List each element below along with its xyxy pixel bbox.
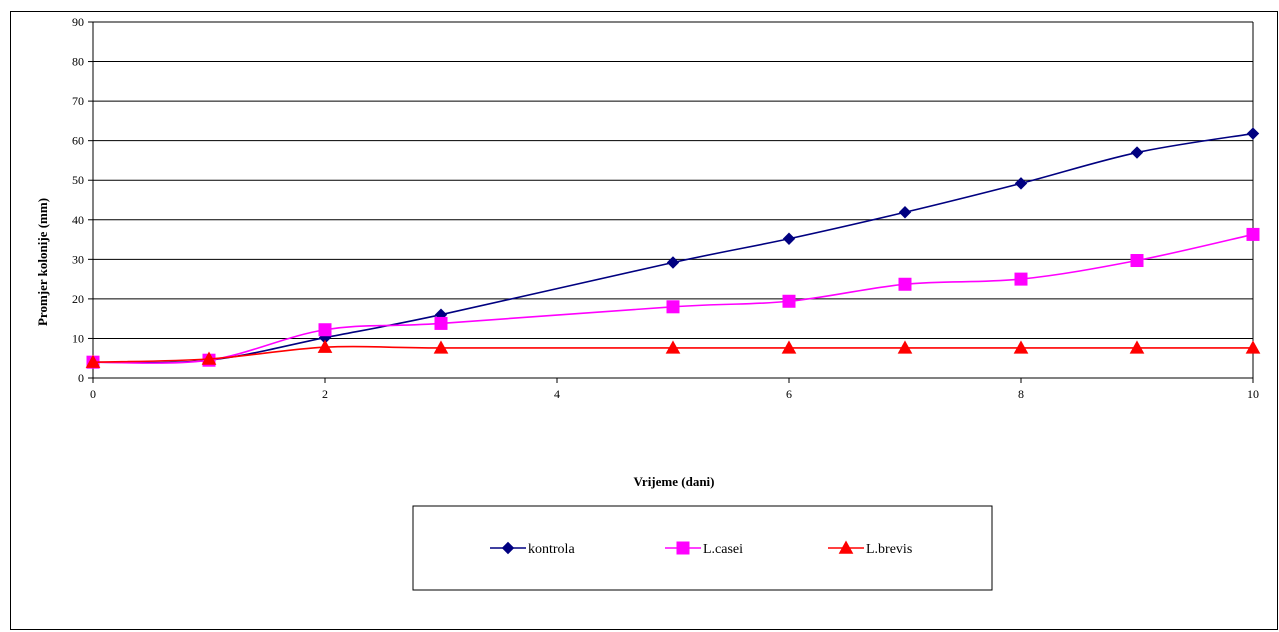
x-tick-label: 10 — [1247, 387, 1259, 401]
axes — [88, 21, 1254, 383]
y-tick-label: 70 — [72, 94, 84, 108]
x-tick-label: 4 — [554, 387, 560, 401]
legend-label: L.brevis — [866, 542, 912, 557]
series-l-casei — [86, 227, 1260, 369]
x-tick-label: 2 — [322, 387, 328, 401]
legend-marker-l-brevis — [838, 540, 854, 554]
data-point-l-casei — [434, 316, 448, 330]
data-point-l-casei — [898, 277, 912, 291]
data-point-kontrola — [1246, 127, 1260, 140]
y-axis-label: Promjer kolonije (mm) — [35, 198, 50, 326]
legend-marker-l-casei — [676, 541, 690, 555]
series-l-brevis — [85, 339, 1261, 368]
x-tick-label: 0 — [90, 387, 96, 401]
gridlines — [93, 21, 1253, 339]
series-line-l-brevis — [92, 345, 1253, 363]
data-point-l-brevis — [201, 351, 217, 365]
chart-frame — [10, 11, 1278, 630]
series-line-kontrola — [92, 132, 1254, 364]
y-tick-label: 30 — [72, 252, 84, 266]
y-tick-label: 0 — [78, 371, 84, 385]
x-axis-label: Vrijeme (dani) — [634, 474, 715, 489]
data-point-kontrola — [898, 206, 912, 219]
x-tick-label: 6 — [786, 387, 792, 401]
data-point-kontrola — [1014, 177, 1028, 190]
data-point-l-brevis — [1013, 340, 1029, 354]
x-tick-labels: 0 2 4 6 8 10 — [90, 387, 1259, 401]
data-point-l-casei — [1246, 227, 1260, 241]
data-point-l-brevis — [1129, 340, 1145, 354]
legend-marker-kontrola — [501, 541, 515, 555]
y-tick-labels: 0 10 20 30 40 50 60 70 80 90 — [72, 15, 84, 385]
y-tick-label: 60 — [72, 134, 84, 148]
series-kontrola — [86, 127, 1260, 369]
y-tick-label: 10 — [72, 331, 84, 345]
legend-item-l-brevis: L.brevis — [828, 540, 912, 557]
data-point-l-casei — [666, 300, 680, 314]
data-point-l-casei — [1014, 272, 1028, 286]
data-point-l-brevis — [1245, 340, 1261, 354]
legend-item-l-casei: L.casei — [665, 541, 743, 557]
data-point-l-brevis — [665, 340, 681, 354]
data-point-l-casei — [782, 294, 796, 308]
data-point-kontrola — [782, 232, 796, 245]
data-point-l-brevis — [897, 340, 913, 354]
data-point-l-brevis — [85, 354, 101, 368]
legend: kontrola L.casei L.brevis — [412, 505, 993, 591]
series-group — [85, 127, 1261, 369]
data-point-l-casei — [318, 323, 332, 337]
data-point-l-brevis — [433, 340, 449, 354]
data-point-kontrola — [666, 256, 680, 269]
data-point-l-brevis — [317, 339, 333, 353]
y-tick-label: 20 — [72, 292, 84, 306]
legend-item-kontrola: kontrola — [490, 541, 575, 557]
y-tick-label: 80 — [72, 55, 84, 69]
data-point-l-brevis — [781, 340, 797, 354]
series-line-l-casei — [92, 233, 1254, 364]
y-tick-label: 50 — [72, 173, 84, 187]
data-point-l-casei — [1130, 254, 1144, 268]
legend-label: kontrola — [528, 542, 575, 557]
x-tick-label: 8 — [1018, 387, 1024, 401]
y-tick-label: 40 — [72, 213, 84, 227]
data-point-kontrola — [1130, 146, 1144, 159]
legend-label: L.casei — [703, 542, 743, 557]
y-tick-label: 90 — [72, 15, 84, 29]
